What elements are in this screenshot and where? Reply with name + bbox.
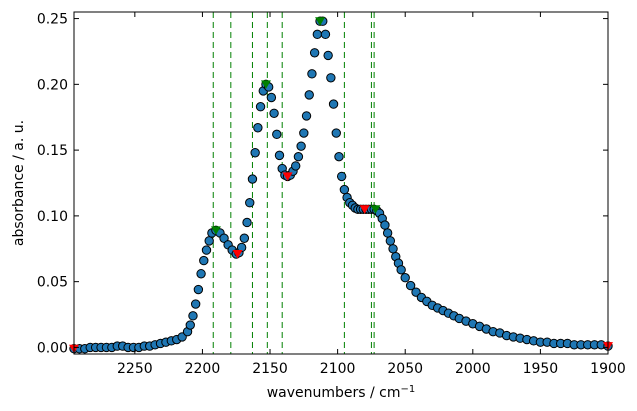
data-point <box>236 242 247 253</box>
data-point <box>334 151 344 162</box>
data-point <box>385 236 396 246</box>
data-point <box>239 233 250 243</box>
data-point <box>380 220 390 230</box>
x-tick-label: 2100 <box>320 361 356 377</box>
plot-frame <box>73 11 609 355</box>
minima-markers <box>69 172 613 354</box>
data-point <box>400 273 410 283</box>
data-point <box>242 217 252 228</box>
y-tick-label: 0.00 <box>37 340 68 356</box>
data-point <box>309 48 320 58</box>
minimum-marker <box>232 250 243 259</box>
data-point <box>199 255 209 266</box>
data-point <box>245 198 255 208</box>
data-point <box>405 280 416 291</box>
x-axis-label: wavenumbers / cm−1 <box>267 384 416 401</box>
data-point <box>185 320 195 330</box>
data-point <box>299 128 309 138</box>
data-point <box>301 111 312 121</box>
data-point <box>190 299 201 309</box>
maximum-marker <box>370 205 381 214</box>
data-point <box>312 29 323 40</box>
x-tick-label: 1950 <box>523 361 559 377</box>
data-point <box>396 265 406 275</box>
y-tick-label: 0.10 <box>37 209 68 225</box>
data-point <box>320 29 331 40</box>
data-point <box>296 141 306 151</box>
minimum-marker <box>359 205 370 214</box>
maximum-marker <box>260 80 271 89</box>
data-point <box>204 236 214 246</box>
data-point <box>266 92 277 103</box>
data-point <box>193 284 204 295</box>
y-axis-ticks: 0.00 0.05 0.10 0.15 0.20 0.25 <box>37 12 608 356</box>
data-point <box>323 50 333 61</box>
x-tick-label: 2050 <box>387 361 423 377</box>
y-tick-label: 0.20 <box>37 77 68 93</box>
data-point <box>196 269 206 279</box>
x-tick-label: 1900 <box>590 361 626 377</box>
data-point <box>326 73 336 83</box>
x-tick-label: 2200 <box>185 361 221 377</box>
data-point <box>307 69 317 79</box>
data-point <box>304 90 314 100</box>
minimum-marker <box>282 172 293 181</box>
data-point <box>382 228 393 238</box>
x-tick-label: 2150 <box>252 361 288 377</box>
y-tick-label: 0.15 <box>37 143 68 159</box>
x-axis-ticks: 2250 2200 2150 2100 2050 2000 1950 1900 <box>117 12 626 377</box>
maximum-marker <box>315 17 326 26</box>
data-point <box>331 128 341 138</box>
data-point <box>201 245 212 255</box>
maximum-marker <box>210 226 221 235</box>
data-point <box>253 123 263 133</box>
data-point <box>336 171 347 182</box>
y-axis-label: absorbance / a. u. <box>11 120 27 246</box>
x-tick-label: 2250 <box>117 361 153 377</box>
data-point <box>274 150 285 161</box>
y-tick-label: 0.25 <box>37 12 68 28</box>
data-point <box>219 233 229 243</box>
data-point <box>291 161 301 171</box>
data-point <box>339 184 350 195</box>
data-point <box>388 244 398 254</box>
data-point <box>293 151 304 162</box>
data-point <box>328 99 339 109</box>
data-point <box>247 174 258 184</box>
data-point <box>250 148 260 158</box>
data-point <box>255 102 266 112</box>
data-point <box>188 311 198 321</box>
data-point <box>269 108 279 118</box>
data-point <box>272 129 282 140</box>
x-tick-label: 2000 <box>455 361 491 377</box>
peak-maxima-markers <box>210 17 381 235</box>
y-tick-label: 0.05 <box>37 275 68 291</box>
